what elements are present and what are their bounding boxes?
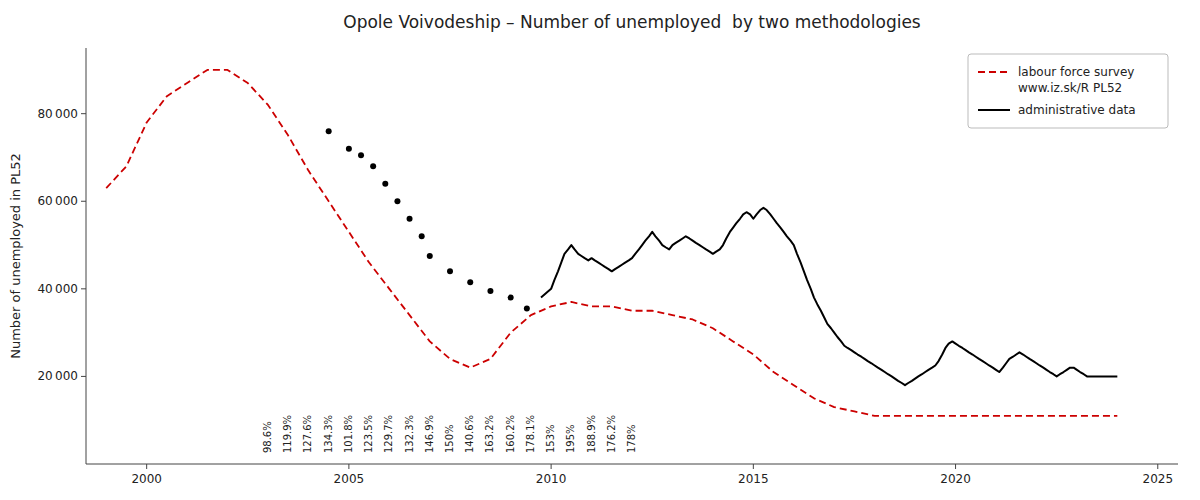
- series-point: [346, 146, 352, 152]
- annotation: 163.2%: [484, 415, 495, 453]
- series-point: [508, 295, 514, 301]
- y-tick: [81, 201, 86, 202]
- chart-container: Opole Voivodeship – Number of unemployed…: [0, 0, 1200, 500]
- x-tick: [753, 464, 754, 469]
- y-tick: [81, 288, 86, 289]
- annotation: 129.7%: [383, 415, 394, 453]
- series-line: [106, 70, 1117, 416]
- x-tick-label: 2000: [131, 472, 162, 486]
- series-point: [487, 288, 493, 294]
- annotation: 127.6%: [302, 415, 313, 453]
- x-tick-label: 2020: [940, 472, 971, 486]
- axes: 2000 2005 2010 2015 2020 2025 20 000 40 000 60 0…: [37, 48, 1178, 486]
- x-tick-label: 2025: [1143, 472, 1174, 486]
- annotation: 178.1%: [525, 415, 536, 453]
- series-line: [541, 208, 1117, 385]
- annotation: 153%: [545, 424, 556, 453]
- y-tick: [81, 113, 86, 114]
- legend-label-line: labour force survey: [1018, 65, 1134, 79]
- series-point: [358, 152, 364, 158]
- x-tick: [955, 464, 956, 469]
- plot-area: [106, 70, 1117, 416]
- legend-label-line: administrative data: [1018, 103, 1136, 117]
- y-tick: [81, 376, 86, 377]
- annotation: 195%: [565, 424, 576, 453]
- legend-box: [968, 54, 1168, 128]
- y-axis-line: [86, 48, 87, 464]
- y-tick-label: 40 000: [37, 282, 78, 296]
- x-tick-label: 2010: [536, 472, 567, 486]
- legend-label-line: www.iz.sk/R PL52: [1018, 81, 1122, 95]
- annotation: 146.9%: [424, 415, 435, 453]
- x-tick: [1157, 464, 1158, 469]
- series-point: [467, 279, 473, 285]
- x-axis-line: [86, 464, 1178, 465]
- series-point: [394, 198, 400, 204]
- annotation: 134.3%: [323, 415, 334, 453]
- series-point: [382, 181, 388, 187]
- x-tick: [146, 464, 147, 469]
- y-tick-label: 20 000: [37, 369, 78, 383]
- x-tick: [551, 464, 552, 469]
- chart: Opole Voivodeship – Number of unemployed…: [0, 0, 1200, 500]
- legend-label: administrative data: [1018, 103, 1136, 117]
- annotation: 132.3%: [404, 415, 415, 453]
- series-point: [419, 233, 425, 239]
- annotation: 119.9%: [282, 415, 293, 453]
- annotation: 98.6%: [262, 421, 273, 453]
- legend-swatch: [978, 71, 1010, 73]
- series-point: [407, 216, 413, 222]
- legend-label: labour force survey www.iz.sk/R PL52: [1018, 65, 1134, 95]
- x-tick-label: 2005: [334, 472, 365, 486]
- annotation: 140.6%: [464, 415, 475, 453]
- series-point: [427, 253, 433, 259]
- annotations: 98.6% 119.9% 127.6% 134.3% 101.8% 123.5% 129.7…: [262, 415, 637, 453]
- legend-swatch: [978, 109, 1010, 111]
- annotation: 178%: [626, 424, 637, 453]
- series-point: [326, 128, 332, 134]
- annotation: 188.9%: [586, 415, 597, 453]
- series-point: [447, 268, 453, 274]
- legend: labour force survey www.iz.sk/R PL52 admin…: [968, 54, 1168, 128]
- x-tick-label: 2015: [738, 472, 769, 486]
- annotation: 176.2%: [606, 415, 617, 453]
- y-tick-label: 80 000: [37, 107, 78, 121]
- annotation: 101.8%: [343, 415, 354, 453]
- series-point: [524, 306, 530, 312]
- annotation: 150%: [444, 424, 455, 453]
- y-axis-label: Number of unemployed in PL52: [8, 153, 23, 359]
- y-tick-label: 60 000: [37, 194, 78, 208]
- title: Opole Voivodeship – Number of unemployed…: [343, 12, 921, 32]
- annotation: 160.2%: [505, 415, 516, 453]
- annotation: 123.5%: [363, 415, 374, 453]
- series-point: [370, 163, 376, 169]
- x-tick: [348, 464, 349, 469]
